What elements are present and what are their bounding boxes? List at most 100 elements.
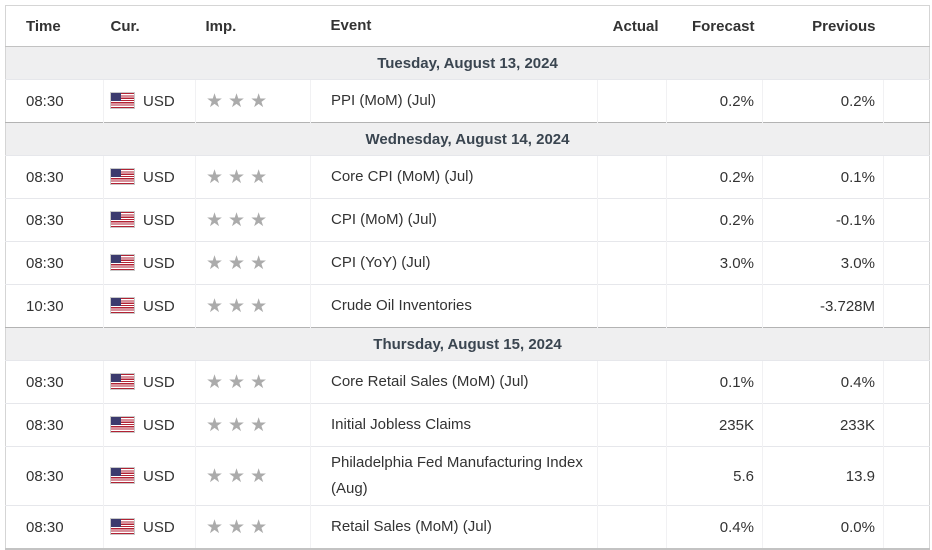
column-header-event: Event — [310, 5, 598, 47]
event-name[interactable]: CPI (YoY) (Jul) — [310, 241, 598, 285]
economic-calendar: Time Cur. Imp. Event Actual Forecast Pre… — [5, 5, 930, 550]
event-importance: ★★★ — [195, 403, 311, 447]
importance-stars-icon: ★★★ — [206, 465, 273, 487]
event-currency: USD — [103, 155, 196, 199]
importance-stars-icon: ★★★ — [206, 209, 273, 231]
event-row-spacer — [883, 403, 930, 447]
event-time: 10:30 — [5, 284, 104, 328]
event-row[interactable]: 08:30 USD ★★★ PPI (MoM) (Jul) 0.2% 0.2% — [5, 79, 930, 123]
event-currency: USD — [103, 505, 196, 549]
event-forecast: 0.2% — [666, 198, 763, 242]
currency-code: USD — [143, 168, 175, 186]
date-header-label: Thursday, August 15, 2024 — [5, 327, 930, 361]
event-actual — [597, 155, 667, 199]
event-row[interactable]: 08:30 USD ★★★ Core Retail Sales (MoM) (Jul)… — [5, 360, 930, 404]
event-row-spacer — [883, 79, 930, 123]
calendar-body: Tuesday, August 13, 2024 08:30 USD ★★★ PPI (… — [5, 46, 930, 549]
event-forecast: 235K — [666, 403, 763, 447]
event-name[interactable]: Crude Oil Inventories — [310, 284, 598, 328]
event-previous: 0.2% — [762, 79, 884, 123]
currency-code: USD — [143, 416, 175, 434]
column-header-row: Time Cur. Imp. Event Actual Forecast Pre… — [5, 5, 930, 47]
event-row[interactable]: 08:30 USD ★★★ Initial Jobless Claims 235K 233… — [5, 403, 930, 447]
event-row[interactable]: 08:30 USD ★★★ Philadelphia Fed Manufacturin… — [5, 446, 930, 506]
event-row[interactable]: 08:30 USD ★★★ Retail Sales (MoM) (Jul) 0.4% 0… — [5, 505, 930, 549]
event-row[interactable]: 08:30 USD ★★★ CPI (YoY) (Jul) 3.0% 3.0% — [5, 241, 930, 285]
event-previous: 0.4% — [762, 360, 884, 404]
event-row-spacer — [883, 446, 930, 506]
column-header-time: Time — [5, 5, 104, 47]
event-time: 08:30 — [5, 241, 104, 285]
column-header-previous: Previous — [762, 5, 884, 47]
currency-code: USD — [143, 518, 175, 536]
us-flag-icon — [111, 254, 134, 270]
event-name[interactable]: Retail Sales (MoM) (Jul) — [310, 505, 598, 549]
currency-code: USD — [143, 297, 175, 315]
event-currency: USD — [103, 284, 196, 328]
importance-stars-icon: ★★★ — [206, 295, 273, 317]
event-previous: 13.9 — [762, 446, 884, 506]
event-currency: USD — [103, 360, 196, 404]
event-name[interactable]: CPI (MoM) (Jul) — [310, 198, 598, 242]
event-currency: USD — [103, 79, 196, 123]
event-currency: USD — [103, 403, 196, 447]
event-previous: 0.1% — [762, 155, 884, 199]
event-name[interactable]: Philadelphia Fed Manufacturing Index (Au… — [310, 446, 598, 506]
column-header-currency: Cur. — [103, 5, 196, 47]
event-row[interactable]: 10:30 USD ★★★ Crude Oil Inventories -3.728M — [5, 284, 930, 328]
event-row[interactable]: 08:30 USD ★★★ Core CPI (MoM) (Jul) 0.2% 0.1% — [5, 155, 930, 199]
date-header-row: Thursday, August 15, 2024 — [5, 327, 930, 361]
importance-stars-icon: ★★★ — [206, 516, 273, 538]
event-currency: USD — [103, 241, 196, 285]
event-importance: ★★★ — [195, 198, 311, 242]
event-name[interactable]: Core CPI (MoM) (Jul) — [310, 155, 598, 199]
event-row-spacer — [883, 360, 930, 404]
event-actual — [597, 198, 667, 242]
us-flag-icon — [111, 297, 134, 313]
event-name[interactable]: Initial Jobless Claims — [310, 403, 598, 447]
event-importance: ★★★ — [195, 284, 311, 328]
event-time: 08:30 — [5, 505, 104, 549]
event-importance: ★★★ — [195, 155, 311, 199]
event-actual — [597, 360, 667, 404]
event-time: 08:30 — [5, 155, 104, 199]
event-importance: ★★★ — [195, 241, 311, 285]
event-actual — [597, 284, 667, 328]
event-time: 08:30 — [5, 79, 104, 123]
event-previous: -3.728M — [762, 284, 884, 328]
event-time: 08:30 — [5, 403, 104, 447]
event-name[interactable]: Core Retail Sales (MoM) (Jul) — [310, 360, 598, 404]
importance-stars-icon: ★★★ — [206, 90, 273, 112]
event-actual — [597, 505, 667, 549]
event-currency: USD — [103, 198, 196, 242]
column-header-actual: Actual — [597, 5, 667, 47]
date-header-row: Tuesday, August 13, 2024 — [5, 46, 930, 80]
event-forecast: 0.2% — [666, 155, 763, 199]
event-actual — [597, 79, 667, 123]
us-flag-icon — [111, 92, 134, 108]
event-row-spacer — [883, 505, 930, 549]
event-actual — [597, 403, 667, 447]
column-header-importance: Imp. — [195, 5, 311, 47]
currency-code: USD — [143, 373, 175, 391]
event-row-spacer — [883, 198, 930, 242]
event-importance: ★★★ — [195, 79, 311, 123]
event-forecast: 0.1% — [666, 360, 763, 404]
event-time: 08:30 — [5, 446, 104, 506]
us-flag-icon — [111, 211, 134, 227]
event-name[interactable]: PPI (MoM) (Jul) — [310, 79, 598, 123]
us-flag-icon — [111, 168, 134, 184]
event-row-spacer — [883, 284, 930, 328]
date-header-row: Wednesday, August 14, 2024 — [5, 122, 930, 156]
economic-calendar-table: Time Cur. Imp. Event Actual Forecast Pre… — [5, 5, 930, 550]
event-row[interactable]: 08:30 USD ★★★ CPI (MoM) (Jul) 0.2% -0.1% — [5, 198, 930, 242]
event-previous: 3.0% — [762, 241, 884, 285]
event-previous: -0.1% — [762, 198, 884, 242]
event-forecast: 0.4% — [666, 505, 763, 549]
event-actual — [597, 241, 667, 285]
importance-stars-icon: ★★★ — [206, 166, 273, 188]
event-time: 08:30 — [5, 360, 104, 404]
date-header-label: Wednesday, August 14, 2024 — [5, 122, 930, 156]
currency-code: USD — [143, 254, 175, 272]
date-header-label: Tuesday, August 13, 2024 — [5, 46, 930, 80]
